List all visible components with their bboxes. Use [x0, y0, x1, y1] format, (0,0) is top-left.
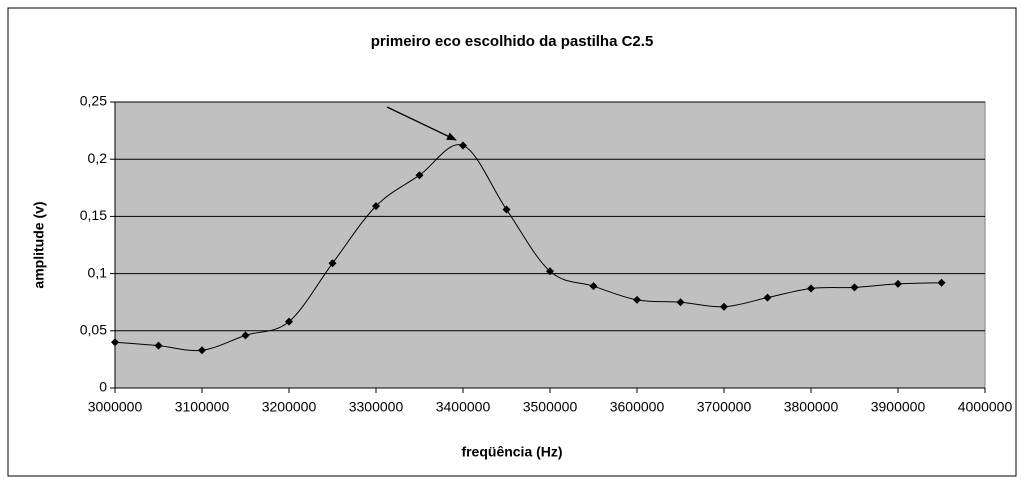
- data-point: [589, 282, 598, 291]
- data-point: [633, 295, 641, 304]
- y-tick-label: 0: [99, 379, 107, 395]
- data-point: [763, 293, 772, 302]
- x-axis-label: freqüência (Hz): [461, 444, 562, 460]
- y-tick-label: 0,15: [80, 207, 107, 223]
- x-tick-label: 3200000: [262, 399, 317, 415]
- plot-background: [114, 101, 986, 389]
- x-tick-label: 3900000: [871, 399, 926, 415]
- data-point: [372, 202, 380, 211]
- data-point: [328, 259, 337, 268]
- data-point: [111, 338, 119, 347]
- data-point: [459, 141, 467, 150]
- data-point: [502, 205, 511, 214]
- x-tick-label: 3700000: [697, 399, 752, 415]
- data-point: [198, 346, 206, 355]
- data-point: [720, 302, 728, 311]
- x-tick-label: 3300000: [349, 399, 404, 415]
- data-point: [415, 171, 424, 180]
- x-tick-label: 4000000: [958, 399, 1013, 415]
- annotation-arrow: [386, 106, 457, 141]
- data-point: [546, 267, 554, 276]
- y-tick-label: 0,2: [88, 150, 108, 166]
- data-point: [285, 317, 293, 326]
- y-axis-label: amplitude (v): [31, 201, 47, 288]
- y-tick-label: 0,25: [80, 93, 107, 109]
- x-tick-label: 3000000: [88, 399, 143, 415]
- data-point: [676, 298, 685, 307]
- chart-title: primeiro eco escolhido da pastilha C2.5: [371, 33, 654, 50]
- data-point: [241, 331, 250, 340]
- data-point: [850, 283, 859, 292]
- y-tick-label: 0,05: [80, 322, 107, 338]
- data-point: [154, 341, 163, 350]
- x-tick-label: 3800000: [784, 399, 839, 415]
- data-point: [937, 278, 946, 287]
- x-tick-label: 3400000: [436, 399, 491, 415]
- x-tick-label: 3600000: [610, 399, 665, 415]
- x-tick-label: 3100000: [175, 399, 230, 415]
- data-point: [807, 284, 815, 293]
- y-tick-label: 0,1: [88, 264, 108, 280]
- series-line: [114, 144, 942, 352]
- data-point: [894, 279, 902, 288]
- x-tick-label: 3500000: [523, 399, 578, 415]
